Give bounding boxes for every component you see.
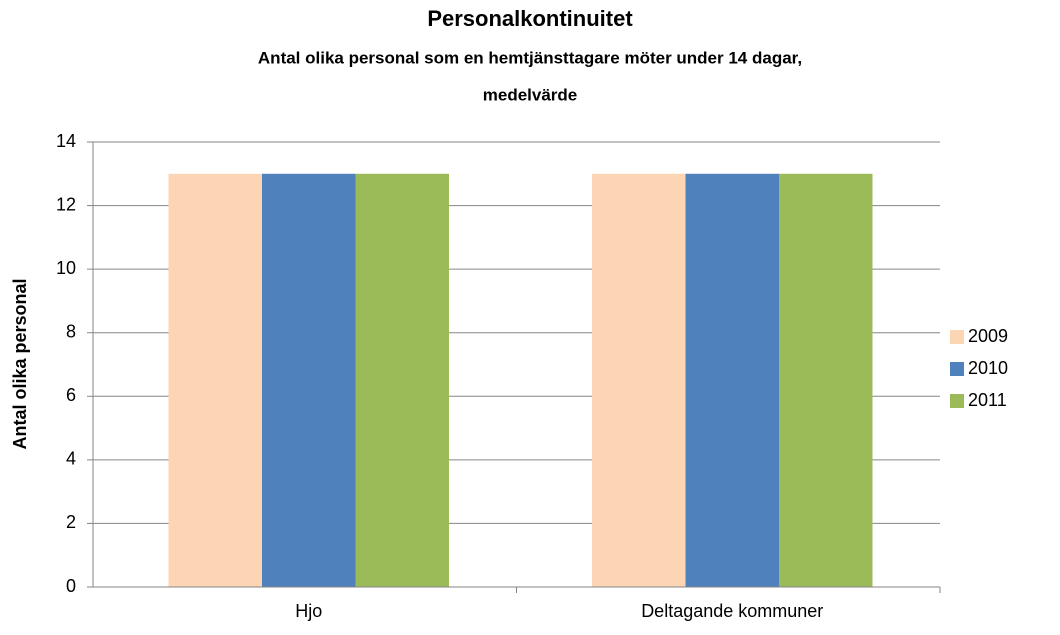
bar bbox=[262, 173, 356, 588]
chart-subtitle: medelvärde bbox=[483, 85, 578, 104]
legend-swatch bbox=[950, 362, 964, 376]
y-tick-label: 12 bbox=[56, 194, 76, 214]
y-tick-label: 6 bbox=[66, 385, 76, 405]
legend-swatch bbox=[950, 394, 964, 408]
legend-swatch bbox=[950, 330, 964, 344]
chart-title: Personalkontinuitet bbox=[427, 6, 633, 31]
y-tick-label: 8 bbox=[66, 321, 76, 341]
y-tick-label: 10 bbox=[56, 258, 76, 278]
bar bbox=[168, 173, 262, 588]
y-tick-label: 4 bbox=[66, 449, 76, 469]
y-tick-label: 14 bbox=[56, 131, 76, 151]
y-axis-label: Antal olika personal bbox=[10, 278, 30, 449]
legend-label: 2009 bbox=[968, 326, 1008, 346]
legend-label: 2010 bbox=[968, 358, 1008, 378]
x-tick-label: Deltagande kommuner bbox=[641, 601, 823, 621]
bar bbox=[779, 173, 873, 588]
chart-subtitle: Antal olika personal som en hemtjänsttag… bbox=[258, 48, 802, 67]
y-tick-label: 0 bbox=[66, 576, 76, 596]
bar bbox=[685, 173, 779, 588]
bar bbox=[355, 173, 449, 588]
bar bbox=[592, 173, 686, 588]
legend-label: 2011 bbox=[968, 390, 1007, 410]
x-tick-label: Hjo bbox=[295, 601, 322, 621]
y-tick-label: 2 bbox=[66, 512, 76, 532]
